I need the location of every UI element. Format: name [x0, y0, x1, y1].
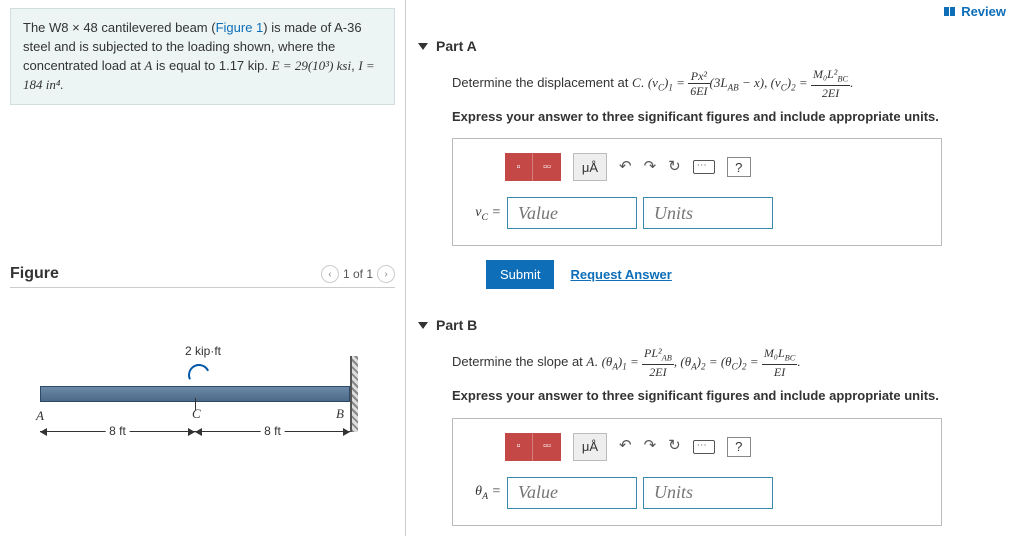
moment-arc-icon — [185, 361, 213, 389]
part-a-answer-box: ▫ ▫▫ μÅ ↶ ↷ ↻ ? vC = — [452, 138, 942, 246]
wall-icon — [350, 356, 358, 432]
redo-icon[interactable]: ↷ — [644, 156, 657, 179]
left-panel: The W8 × 48 cantilevered beam (Figure 1)… — [0, 0, 405, 536]
undo-icon[interactable]: ↶ — [619, 156, 632, 179]
keyboard-icon[interactable] — [693, 160, 715, 174]
part-b-prompt: Determine the slope at A. (θA)1 = PL²AB2… — [452, 347, 1012, 378]
answer-toolbar: ▫ ▫▫ μÅ ↶ ↷ ↻ ? — [505, 153, 925, 181]
problem-statement: The W8 × 48 cantilevered beam (Figure 1)… — [10, 8, 395, 105]
review-label: Review — [961, 4, 1006, 19]
e-expr: E = 29(10³) ksi — [272, 58, 351, 73]
figure-link[interactable]: Figure 1 — [216, 20, 264, 35]
prompt-var: C — [632, 75, 641, 90]
part-a-header[interactable]: Part A — [418, 38, 1012, 54]
request-answer-link[interactable]: Request Answer — [570, 265, 671, 285]
figure-pager: ‹ 1 of 1 › — [321, 265, 395, 283]
value-input[interactable] — [507, 197, 637, 229]
part-a-title: Part A — [436, 38, 477, 54]
answer-toolbar: ▫ ▫▫ μÅ ↶ ↷ ↻ ? — [505, 433, 925, 461]
figure-title: Figure — [10, 265, 59, 283]
template-tools: ▫ ▫▫ — [505, 153, 561, 181]
right-panel: Review Part A Determine the displacement… — [406, 0, 1024, 536]
template-btn-2[interactable]: ▫▫ — [533, 153, 561, 181]
part-b-title: Part B — [436, 317, 477, 333]
moment-label: 2 kip·ft — [185, 344, 221, 358]
point-c-label: C — [192, 406, 201, 422]
part-b-input-row: θA = — [469, 477, 925, 509]
undo-icon[interactable]: ↶ — [619, 435, 632, 458]
submit-button[interactable]: Submit — [486, 260, 554, 289]
collapse-icon — [418, 322, 428, 329]
theta-label: θA = — [469, 481, 501, 504]
pager-prev[interactable]: ‹ — [321, 265, 339, 283]
template-tools: ▫ ▫▫ — [505, 433, 561, 461]
prompt-text: Determine the slope at — [452, 354, 586, 369]
units-input[interactable] — [643, 477, 773, 509]
point-a-label: A — [36, 408, 44, 424]
figure-header: Figure ‹ 1 of 1 › — [10, 265, 395, 288]
part-b-instr: Express your answer to three significant… — [452, 386, 1012, 406]
figure-section: Figure ‹ 1 of 1 › 2 kip·ft A B C 8 ft 8 … — [10, 265, 395, 466]
problem-text: The W8 × 48 cantilevered beam ( — [23, 20, 216, 35]
help-btn[interactable]: ? — [727, 437, 751, 457]
dim-cb-text: 8 ft — [260, 424, 285, 438]
template-btn-1[interactable]: ▫ — [505, 433, 533, 461]
dimension-cb: 8 ft — [195, 426, 350, 438]
part-b-answer-box: ▫ ▫▫ μÅ ↶ ↷ ↻ ? θA = — [452, 418, 942, 526]
pager-text: 1 of 1 — [343, 267, 373, 281]
part-a-instr: Express your answer to three significant… — [452, 107, 1012, 127]
prompt-var: A — [586, 354, 594, 369]
dimension-ac: 8 ft — [40, 426, 195, 438]
app-container: The W8 × 48 cantilevered beam (Figure 1)… — [0, 0, 1024, 536]
part-a-submit-row: Submit Request Answer — [486, 260, 1012, 289]
review-icon — [944, 4, 957, 13]
figure-canvas: 2 kip·ft A B C 8 ft 8 ft — [10, 306, 395, 466]
reset-icon[interactable]: ↻ — [668, 156, 681, 179]
value-input[interactable] — [507, 477, 637, 509]
dim-ac-text: 8 ft — [105, 424, 130, 438]
vc-label: vC = — [469, 202, 501, 225]
problem-text: is equal to 1.17 kip. — [152, 58, 271, 73]
part-b-header[interactable]: Part B — [418, 317, 1012, 333]
prompt-text: Determine the displacement at — [452, 75, 632, 90]
part-a-prompt: Determine the displacement at C. (vC)1 =… — [452, 68, 1012, 99]
units-btn[interactable]: μÅ — [573, 433, 607, 461]
pager-next[interactable]: › — [377, 265, 395, 283]
help-btn[interactable]: ? — [727, 157, 751, 177]
reset-icon[interactable]: ↻ — [668, 435, 681, 458]
redo-icon[interactable]: ↷ — [644, 435, 657, 458]
template-btn-2[interactable]: ▫▫ — [533, 433, 561, 461]
keyboard-icon[interactable] — [693, 440, 715, 454]
template-btn-1[interactable]: ▫ — [505, 153, 533, 181]
part-a-input-row: vC = — [469, 197, 925, 229]
review-link[interactable]: Review — [944, 4, 1006, 19]
collapse-icon — [418, 43, 428, 50]
part-a-body: Determine the displacement at C. (vC)1 =… — [452, 68, 1012, 289]
point-b-label: B — [336, 406, 344, 422]
units-btn[interactable]: μÅ — [573, 153, 607, 181]
units-input[interactable] — [643, 197, 773, 229]
part-b-body: Determine the slope at A. (θA)1 = PL²AB2… — [452, 347, 1012, 525]
